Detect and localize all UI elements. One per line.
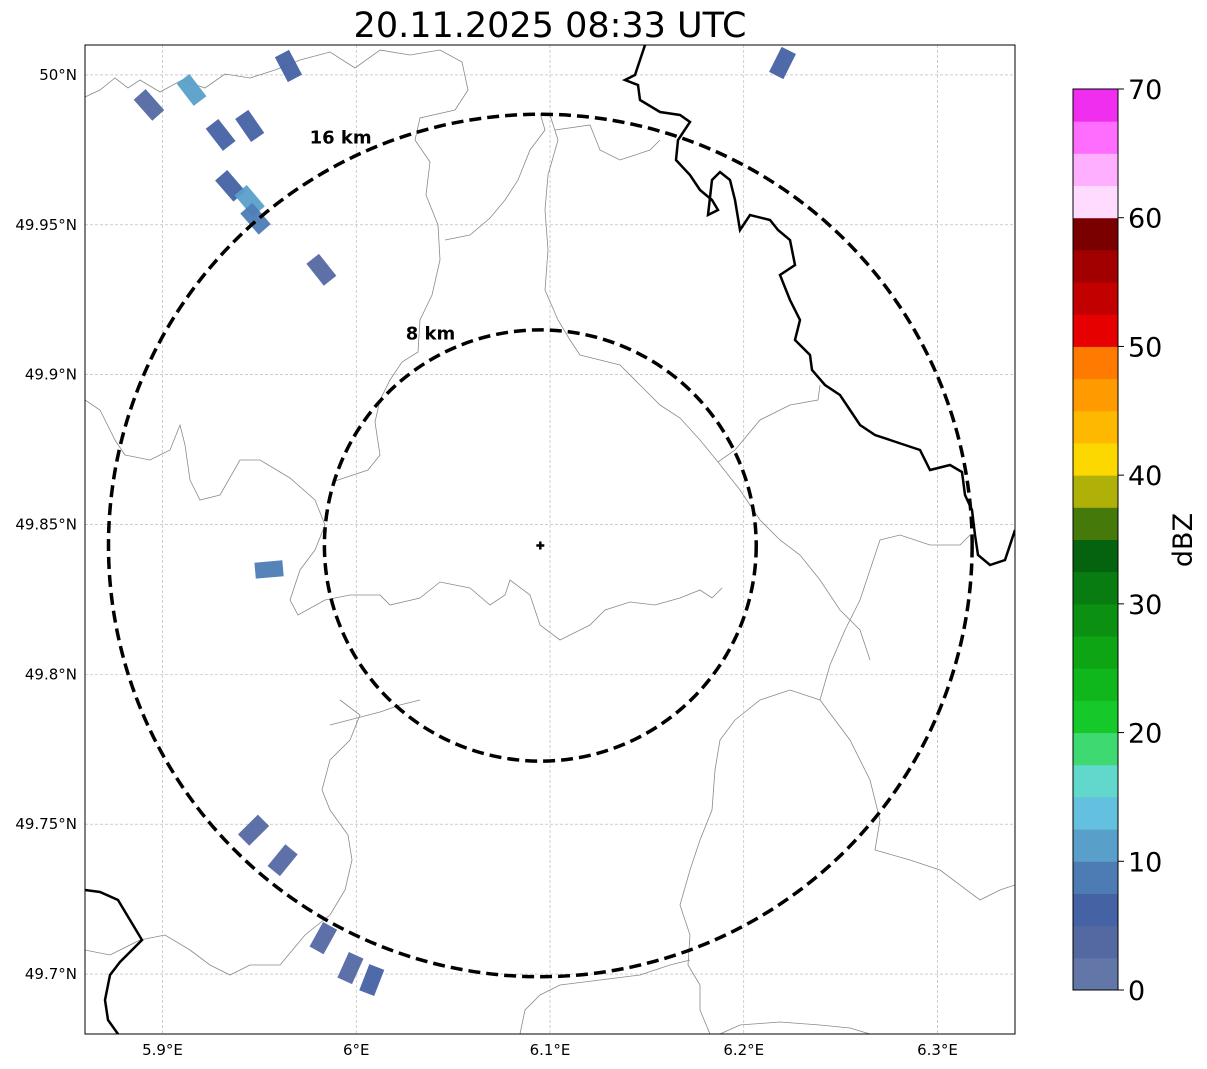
lat-tick-label: 49.9°N [25,366,77,384]
colorbar-tick-label: 0 [1128,976,1145,1007]
colorbar-cell [1073,89,1118,122]
colorbar-cell [1073,314,1118,347]
colorbar-cell [1073,410,1118,444]
lat-tick-label: 49.8°N [25,665,77,683]
colorbar-label: dBZ [1168,513,1199,567]
echo-patch [254,560,284,579]
national-borders [85,45,1015,1034]
echo-patch [176,73,207,106]
lon-tick-label: 6.2°E [723,1041,764,1059]
colorbar-cell [1073,507,1118,540]
colorbar-cell [1073,153,1118,187]
range-ring [106,112,974,979]
colorbar-cell [1073,796,1118,830]
colorbar-cells [1073,89,1118,991]
echo-patch [133,89,165,121]
lat-tick-label: 49.95°N [15,216,77,234]
lat-tick-label: 49.85°N [15,516,77,534]
lon-tick-label: 6.1°E [530,1041,571,1059]
colorbar-cell [1073,378,1118,412]
colorbar-tick-labels: 0 10 20 30 40 50 60 70 [1118,75,1162,1007]
colorbar-tick-label: 40 [1128,461,1162,492]
echo-patch [205,118,236,151]
lon-tick-label: 6°E [343,1041,370,1059]
colorbar-cell [1073,603,1118,637]
colorbar-cell [1073,217,1118,251]
range-ring [322,328,758,763]
colorbar-cell [1073,571,1118,605]
echo-patch [309,921,338,955]
colorbar-cell [1073,925,1118,959]
lon-tick-label: 6.3°E [917,1041,958,1059]
colorbar-cell [1073,700,1118,734]
colorbar-cell [1073,893,1118,927]
colorbar-cell [1073,475,1118,508]
echo-patch [337,952,364,985]
colorbar-cell [1073,668,1118,701]
lon-tick-label: 5.9°E [142,1041,183,1059]
colorbar-cell [1073,282,1118,315]
colorbar-cell [1073,636,1118,669]
latitude-tick-labels: 50°N 49.95°N 49.9°N 49.85°N 49.8°N 49.75°N 49.… [15,66,77,983]
figure-title: 20.11.2025 08:33 UTC [354,6,747,46]
colorbar-cell [1073,249,1118,283]
gridlines [85,45,1015,1034]
colorbar-tick-label: 70 [1128,75,1162,106]
colorbar-tick-label: 20 [1128,719,1162,750]
colorbar-cell [1073,346,1118,380]
lat-tick-label: 50°N [39,66,77,84]
colorbar: 0 10 20 30 40 50 60 70 dBZ [1072,75,1199,1007]
colorbar-cell [1073,732,1118,766]
colorbar-cell [1073,539,1118,573]
range-ring-label: 16 km [310,127,372,148]
echo-patch [235,109,265,142]
colorbar-tick-label: 50 [1128,332,1162,363]
range-ring-label: 8 km [406,323,456,344]
radar-echoes [133,46,796,997]
echo-patch [267,844,298,877]
colorbar-cell [1073,957,1118,991]
echo-patch [769,46,796,80]
echo-patch [306,253,337,286]
colorbar-cell [1073,185,1118,219]
lat-tick-label: 49.75°N [15,815,77,833]
colorbar-tick-label: 60 [1128,204,1162,235]
colorbar-tick-label: 30 [1128,590,1162,621]
radar-site-marker [536,541,545,550]
range-rings: 8 km 16 km [106,112,974,979]
colorbar-cell [1073,442,1118,476]
colorbar-cell [1073,764,1118,798]
echo-patch [237,814,270,846]
longitude-tick-labels: 5.9°E 6°E 6.1°E 6.2°E 6.3°E [142,1041,958,1059]
echo-patch [240,203,271,235]
colorbar-cell [1073,861,1118,894]
map-panel: 8 km 16 km [84,44,1016,1035]
colorbar-cell [1073,829,1118,862]
lat-tick-label: 49.7°N [25,965,77,983]
colorbar-cell [1073,121,1118,154]
colorbar-tick-label: 10 [1128,847,1162,878]
echo-patch [274,49,303,83]
echo-patch [359,964,385,997]
regional-borders [85,49,1015,1034]
